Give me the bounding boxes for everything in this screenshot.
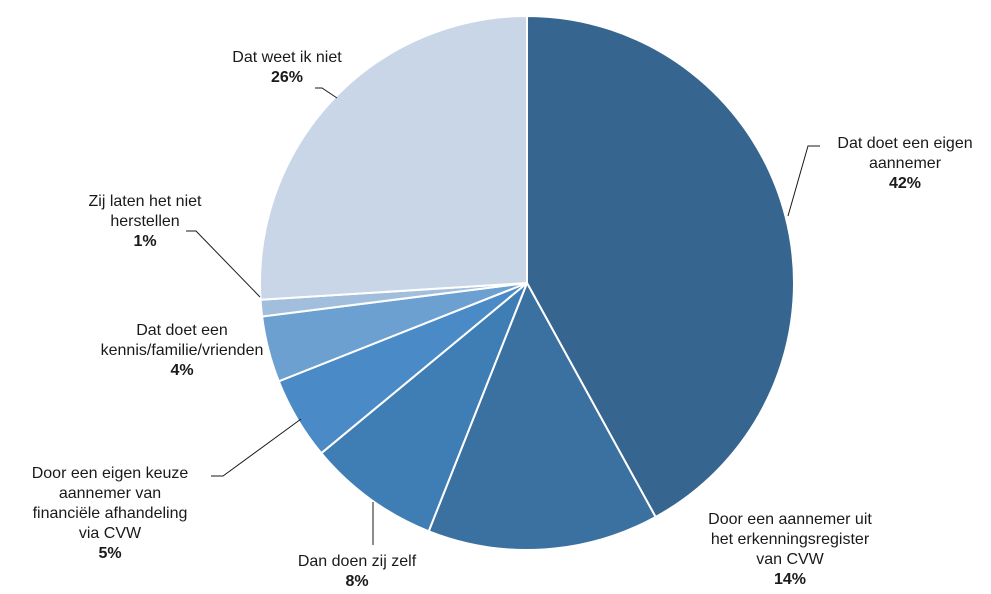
slice-label-2: Door een aannemer uit het erkenningsregis… xyxy=(708,511,872,588)
slice-name-line: Door een eigen keuze xyxy=(32,465,189,482)
pie-slices xyxy=(259,15,795,551)
slice-labels: Dat doet een eigen aannemer 42% Door een aa… xyxy=(32,49,973,590)
slice-name-line: aannemer xyxy=(869,155,942,172)
slice-name-line: Door een aannemer uit xyxy=(708,511,872,528)
leader-line-1 xyxy=(787,145,820,217)
leader-line-7 xyxy=(315,87,338,99)
slice-name-line: het erkenningsregister xyxy=(711,531,870,548)
slice-percent-6: 1% xyxy=(133,233,156,250)
slice-percent-7: 26% xyxy=(271,69,303,86)
slice-name-line: aannemer van xyxy=(59,485,161,502)
slice-label-6: Zij laten het niet herstellen 1% xyxy=(89,193,203,250)
slice-label-7: Dat weet ik niet 26% xyxy=(232,49,342,86)
slice-name-line: financiële afhandeling xyxy=(33,505,188,522)
slice-label-1: Dat doet een eigen aannemer 42% xyxy=(837,135,972,192)
slice-name-line: Dat doet een xyxy=(136,322,228,339)
slice-label-4: Door een eigen keuze aannemer van financië… xyxy=(32,465,189,562)
pie-slice-2 xyxy=(427,282,657,551)
slice-name-line: via CVW xyxy=(79,525,142,542)
leader-line-6 xyxy=(186,230,261,298)
slice-name-line: van CVW xyxy=(756,551,824,568)
slice-name-line: kennis/familie/vrienden xyxy=(101,342,264,359)
slice-label-3: Dan doen zij zelf 8% xyxy=(298,553,417,590)
slice-percent-4: 5% xyxy=(98,545,121,562)
pie-slice-7 xyxy=(259,15,528,301)
slice-name-line: herstellen xyxy=(110,213,179,230)
slice-percent-5: 4% xyxy=(170,362,193,379)
slice-percent-3: 8% xyxy=(345,573,368,590)
slice-name-line: Dat doet een eigen xyxy=(837,135,972,152)
slice-label-5: Dat doet een kennis/familie/vrienden 4% xyxy=(101,322,264,379)
leader-lines xyxy=(186,87,820,545)
pie-slice-1 xyxy=(526,15,795,518)
slice-percent-1: 42% xyxy=(889,175,921,192)
slice-percent-2: 14% xyxy=(774,571,806,588)
slice-name-line: Dat weet ik niet xyxy=(232,49,342,66)
slice-name-line: Dan doen zij zelf xyxy=(298,553,417,570)
slice-name-line: Zij laten het niet xyxy=(89,193,203,210)
pie-slice-3 xyxy=(320,282,528,533)
leader-line-4 xyxy=(211,418,302,477)
